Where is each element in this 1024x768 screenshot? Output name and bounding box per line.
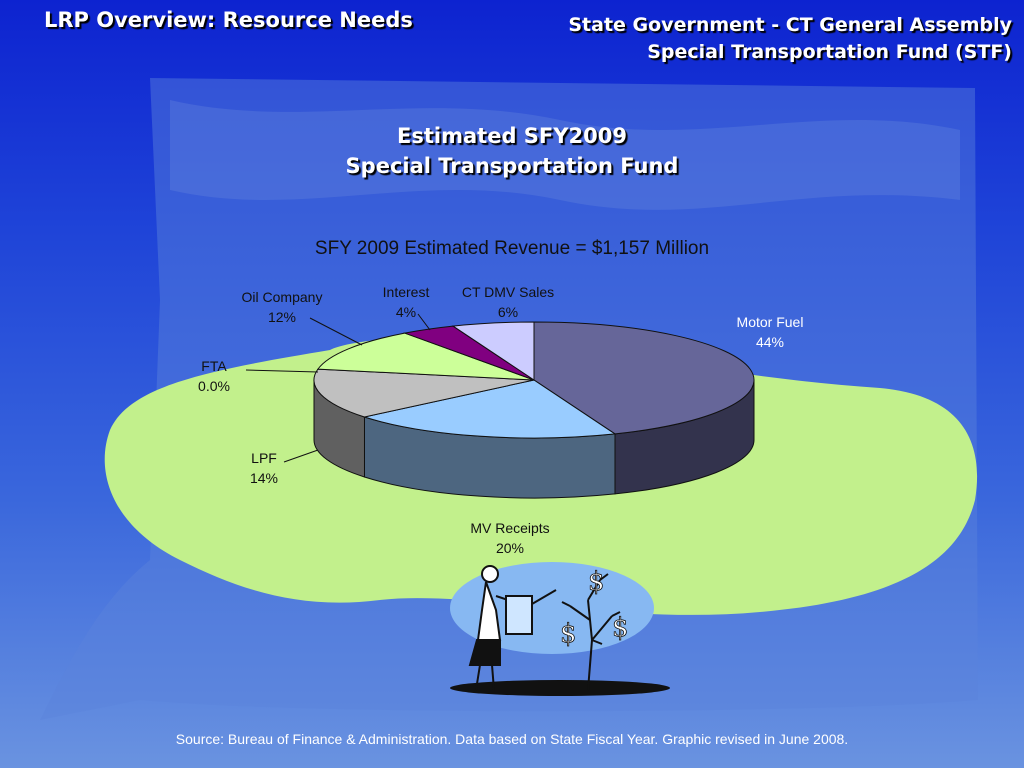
chart-title-line-1: Estimated SFY2009 xyxy=(397,124,627,148)
dollar-sign-icon: $ xyxy=(588,567,605,597)
slice-name: FTA xyxy=(201,358,227,374)
pie-slice-oil-company xyxy=(316,332,535,381)
slice-name: Oil Company xyxy=(241,289,323,305)
chart-subtitle: SFY 2009 Estimated Revenue = $1,157 Mill… xyxy=(314,238,710,259)
dollar-sign-icon: $ xyxy=(612,613,629,643)
leader-line xyxy=(283,449,319,463)
pie-top-faces xyxy=(313,321,755,439)
state-map-texture xyxy=(170,100,960,210)
slice-label-oil-company: Oil Company 12% xyxy=(222,287,342,327)
slice-name: Interest xyxy=(382,284,430,300)
slice-label-ct-dmv-sales: CT DMV Sales 6% xyxy=(443,282,573,322)
dollar-sign-icon: $ xyxy=(560,619,577,649)
illustration-oval xyxy=(450,562,654,654)
pie-slice-lpf xyxy=(313,368,535,418)
leader-line xyxy=(417,313,431,331)
dollar-sign-icons: $ $ $ xyxy=(560,567,629,650)
slice-percent: 14% xyxy=(249,470,279,486)
leader-lines xyxy=(245,313,431,463)
slice-name: LPF xyxy=(251,450,277,466)
slice-name: Motor Fuel xyxy=(736,314,804,330)
slice-percent: 12% xyxy=(267,309,297,325)
slide-header-right: State Government - CT General Assembly S… xyxy=(568,12,1012,66)
header-line-2: Special Transportation Fund (STF) xyxy=(647,41,1012,63)
slice-percent: 20% xyxy=(495,540,525,556)
slice-name: MV Receipts xyxy=(470,520,550,536)
slice-label-interest: Interest 4% xyxy=(366,282,446,322)
pie-base-edge xyxy=(313,380,755,440)
header-line-1: State Government - CT General Assembly xyxy=(568,14,1012,36)
source-note: Source: Bureau of Finance & Administrati… xyxy=(175,731,849,747)
chart-title-line-2: Special Transportation Fund xyxy=(345,154,679,178)
slice-label-mv-receipts: MV Receipts 20% xyxy=(455,518,565,558)
leader-line xyxy=(245,369,319,373)
woman-watering-money-tree-icon xyxy=(450,565,670,696)
leader-line xyxy=(309,317,363,346)
slice-percent: 4% xyxy=(395,304,417,320)
slice-label-lpf: LPF 14% xyxy=(224,448,304,488)
slice-label-fta: FTA 0.0% xyxy=(174,356,254,396)
slide-section-title: LRP Overview: Resource Needs xyxy=(44,8,413,32)
slice-label-motor-fuel: Motor Fuel 44% xyxy=(715,312,825,352)
slice-percent: 0.0% xyxy=(198,378,230,394)
pie-slice-mv-receipts xyxy=(362,379,617,439)
slice-percent: 6% xyxy=(497,304,519,320)
slice-name: CT DMV Sales xyxy=(461,284,555,300)
pie-slice-motor-fuel xyxy=(533,321,755,435)
slice-percent: 44% xyxy=(755,334,785,350)
pie-slice-ct-dmv-sales xyxy=(451,321,535,381)
